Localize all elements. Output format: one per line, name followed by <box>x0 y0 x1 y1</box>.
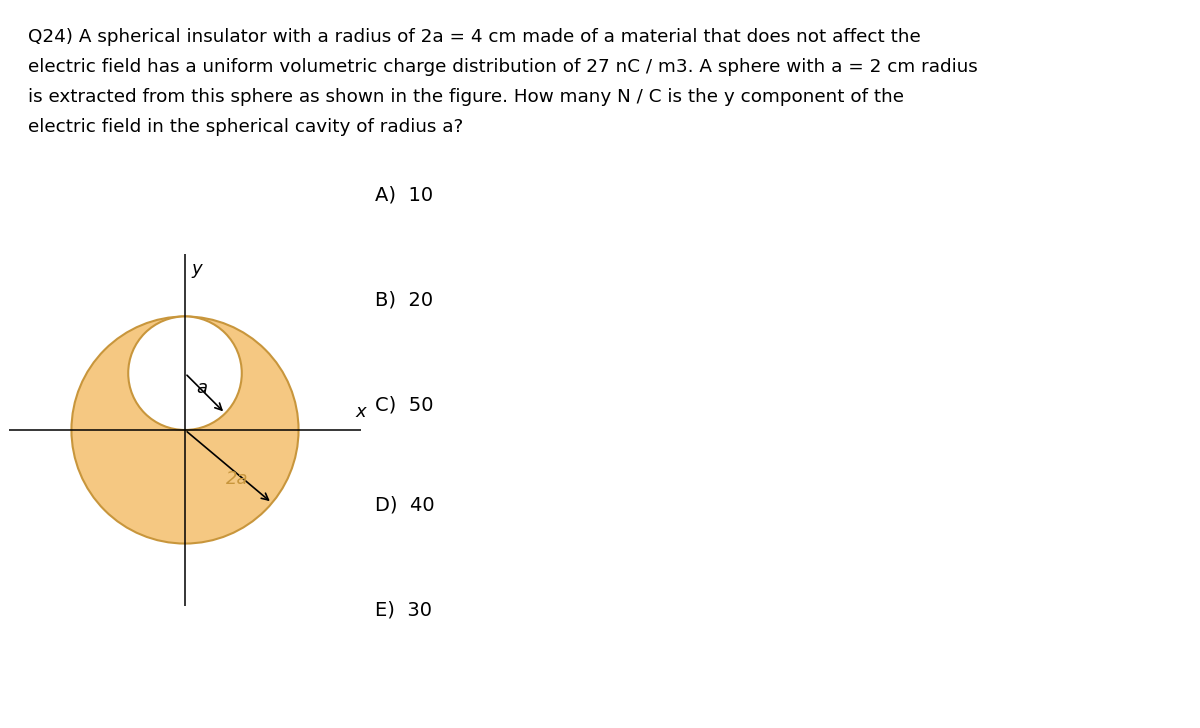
Text: is extracted from this sphere as shown in the figure. How many N / C is the y co: is extracted from this sphere as shown i… <box>28 88 904 106</box>
Text: x: x <box>355 403 366 421</box>
Text: electric field has a uniform volumetric charge distribution of 27 nC / m3. A sph: electric field has a uniform volumetric … <box>28 58 978 76</box>
Text: electric field in the spherical cavity of radius a?: electric field in the spherical cavity o… <box>28 118 463 136</box>
Text: D)  40: D) 40 <box>374 496 434 515</box>
Text: a: a <box>197 379 208 397</box>
Text: 2a: 2a <box>226 470 248 488</box>
Circle shape <box>128 317 241 430</box>
Text: E)  30: E) 30 <box>374 601 432 620</box>
Text: A)  10: A) 10 <box>374 186 433 205</box>
Text: y: y <box>192 260 203 277</box>
Text: C)  50: C) 50 <box>374 395 433 414</box>
Text: Q24) A spherical insulator with a radius of 2a = 4 cm made of a material that do: Q24) A spherical insulator with a radius… <box>28 28 920 46</box>
Circle shape <box>72 317 299 544</box>
Text: B)  20: B) 20 <box>374 290 433 309</box>
